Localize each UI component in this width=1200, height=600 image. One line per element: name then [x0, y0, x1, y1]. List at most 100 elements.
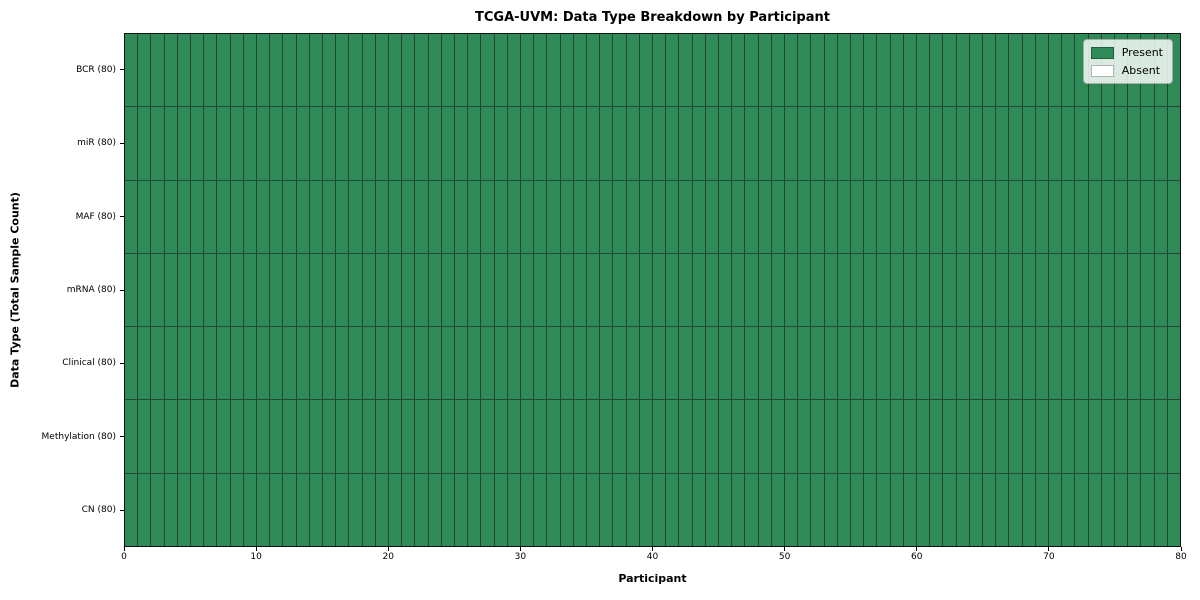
matrix-cell: [138, 253, 151, 327]
matrix-cell: [402, 400, 415, 473]
matrix-cell: [177, 107, 190, 180]
matrix-cell: [798, 34, 811, 107]
legend-label: Absent: [1121, 64, 1161, 77]
matrix-cell: [217, 473, 230, 546]
matrix-cell: [1035, 400, 1048, 473]
matrix-cell: [520, 180, 534, 253]
matrix-cell: [270, 107, 283, 180]
matrix-cell: [745, 253, 758, 327]
matrix-cell: [415, 253, 428, 327]
matrix-cell: [718, 107, 732, 180]
matrix-cell: [1022, 400, 1035, 473]
matrix-cell: [850, 400, 864, 473]
matrix-cell: [256, 400, 270, 473]
matrix-cell: [296, 400, 309, 473]
matrix-cell: [362, 473, 375, 546]
matrix-cell: [481, 34, 494, 107]
matrix-cell: [494, 400, 507, 473]
matrix-cell: [718, 473, 732, 546]
matrix-cell: [138, 34, 151, 107]
matrix-cell: [204, 327, 217, 400]
matrix-cell: [375, 400, 388, 473]
matrix-cell: [415, 180, 428, 253]
matrix-cell: [573, 473, 586, 546]
matrix-cell: [877, 107, 890, 180]
matrix-cell: [296, 473, 309, 546]
matrix-cell: [705, 34, 718, 107]
matrix-cell: [771, 253, 784, 327]
matrix-cell: [1022, 107, 1035, 180]
y-tick-mark: [120, 436, 124, 438]
matrix-cell: [270, 34, 283, 107]
matrix-cell: [283, 107, 296, 180]
y-tick-label: mRNA (80): [66, 285, 116, 295]
matrix-cell: [256, 253, 270, 327]
matrix-cell: [322, 473, 336, 546]
matrix-cell: [230, 253, 243, 327]
matrix-cell: [586, 34, 600, 107]
y-tick-label: miR (80): [77, 138, 116, 149]
matrix-cell: [1062, 473, 1075, 546]
matrix-cell: [798, 400, 811, 473]
matrix-cell: [270, 180, 283, 253]
matrix-cell: [230, 34, 243, 107]
matrix-cell: [428, 400, 441, 473]
legend-label: Present: [1121, 46, 1163, 59]
matrix-cell: [1154, 400, 1167, 473]
y-tick-label: CN (80): [81, 505, 116, 516]
matrix-cell: [824, 327, 837, 400]
matrix-cell: [982, 400, 996, 473]
matrix-cell: [837, 107, 850, 180]
matrix-cell: [507, 400, 520, 473]
matrix-cell: [481, 327, 494, 400]
matrix-cell: [151, 400, 164, 473]
matrix-cell: [679, 327, 692, 400]
matrix-cell: [916, 400, 930, 473]
matrix-cell: [877, 400, 890, 473]
matrix-cell: [1009, 34, 1022, 107]
matrix-cell: [217, 400, 230, 473]
matrix-cell: [1075, 400, 1088, 473]
matrix-cell: [916, 473, 930, 546]
matrix-cell: [1101, 400, 1114, 473]
matrix-cell: [639, 34, 652, 107]
x-tick-label: 60: [911, 552, 923, 562]
matrix-cell: [652, 107, 666, 180]
matrix-cell: [534, 400, 547, 473]
matrix-cell: [336, 327, 349, 400]
matrix-cell: [362, 253, 375, 327]
matrix-cell: [428, 327, 441, 400]
matrix-cell: [824, 473, 837, 546]
matrix-cell: [1048, 180, 1062, 253]
matrix-cell: [283, 473, 296, 546]
matrix-cell: [349, 34, 362, 107]
matrix-cell: [441, 400, 454, 473]
matrix-cell: [1114, 473, 1128, 546]
matrix-cell: [903, 253, 916, 327]
matrix-cell: [125, 253, 138, 327]
matrix-cell: [151, 473, 164, 546]
matrix-cell: [468, 180, 481, 253]
matrix-cell: [771, 34, 784, 107]
matrix-cell: [1088, 107, 1101, 180]
matrix-cell: [573, 180, 586, 253]
matrix-cell: [864, 473, 877, 546]
matrix-cell: [666, 253, 679, 327]
matrix-cell: [573, 107, 586, 180]
matrix-cell: [309, 107, 322, 180]
matrix-cell: [1167, 400, 1180, 473]
matrix-cell: [850, 107, 864, 180]
x-axis-label: Participant: [618, 572, 687, 585]
matrix-cell: [1141, 180, 1154, 253]
matrix-cell: [824, 107, 837, 180]
matrix-cell: [204, 180, 217, 253]
matrix-cell: [388, 327, 402, 400]
matrix-cell: [256, 107, 270, 180]
matrix-cell: [190, 400, 204, 473]
matrix-cell: [454, 400, 468, 473]
matrix-cell: [1088, 327, 1101, 400]
matrix-cell: [1154, 107, 1167, 180]
matrix-cell: [309, 327, 322, 400]
matrix-cell: [652, 34, 666, 107]
matrix-cell: [388, 473, 402, 546]
